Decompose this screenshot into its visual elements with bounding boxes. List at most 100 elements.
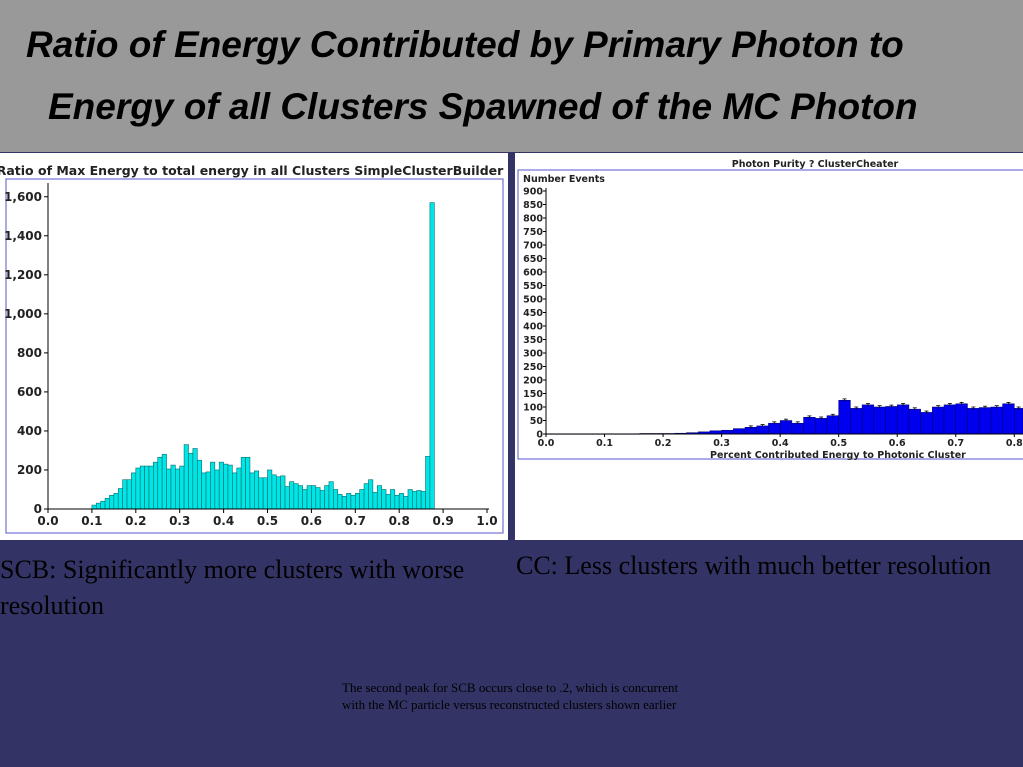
scb-bar xyxy=(196,459,202,510)
scb-bar xyxy=(148,465,154,510)
cc-bar xyxy=(896,404,910,435)
cc-histogram: Photon Purity ? ClusterCheater Number Ev… xyxy=(517,159,1023,461)
scb-bar xyxy=(157,456,163,510)
scb-y-tick-label: 600 xyxy=(17,385,42,399)
cc-x-tick-label: 0.1 xyxy=(596,438,613,449)
cc-y-tick-label: 450 xyxy=(523,308,543,319)
cc-bar xyxy=(873,406,886,435)
scb-bar xyxy=(346,493,352,510)
scb-bar xyxy=(113,493,119,510)
scb-bar xyxy=(271,474,277,510)
cc-bar xyxy=(838,400,851,435)
scb-bar xyxy=(254,470,260,510)
scb-bar xyxy=(117,488,123,510)
scb-bar xyxy=(341,496,347,510)
scb-bar xyxy=(135,467,141,510)
scb-bar xyxy=(236,467,242,510)
scb-bar xyxy=(368,479,374,510)
scb-bar xyxy=(218,461,224,510)
scb-y-tick-label: 0 xyxy=(34,502,42,516)
slide-header: Ratio of Energy Contributed by Primary P… xyxy=(0,0,1023,152)
cc-x-tick-label: 0.2 xyxy=(655,438,672,449)
scb-bar xyxy=(284,486,290,510)
scb-bar xyxy=(126,479,132,510)
scb-y-tick-label: 200 xyxy=(17,463,42,477)
cc-bar xyxy=(815,418,828,435)
scb-bar xyxy=(297,485,303,510)
cc-y-tick-label: 550 xyxy=(523,281,543,292)
cc-bar xyxy=(932,406,945,435)
scb-bar xyxy=(407,489,413,510)
scb-x-tick-label: 0.6 xyxy=(301,514,322,528)
scb-bar xyxy=(398,493,404,510)
cc-bar xyxy=(826,415,839,435)
scb-bar xyxy=(293,483,299,510)
cc-bar xyxy=(978,407,992,435)
scb-x-tick-label: 0.3 xyxy=(169,514,190,528)
cc-y-tick-label: 150 xyxy=(523,389,543,400)
cc-bar xyxy=(779,420,793,435)
cc-y-axis-label: Number Events xyxy=(523,174,605,185)
cc-y-tick-label: 350 xyxy=(523,335,543,346)
scb-y-tick-label: 1,000 xyxy=(4,307,42,321)
cc-y-tick-label: 850 xyxy=(523,200,543,211)
scb-bar xyxy=(223,463,229,510)
scb-bar xyxy=(333,489,339,510)
cc-bar xyxy=(1002,403,1015,435)
scb-y-tick-label: 1,200 xyxy=(4,268,42,282)
scb-bar xyxy=(245,456,251,510)
scb-bar xyxy=(315,487,321,510)
cc-y-tick-label: 500 xyxy=(523,295,543,306)
caption-cc: CC: Less clusters with much better resol… xyxy=(516,551,992,580)
cc-bar xyxy=(850,408,863,435)
scb-bar xyxy=(416,490,422,510)
cc-bar xyxy=(803,417,816,435)
scb-x-tick-label: 0.2 xyxy=(125,514,146,528)
scb-bar xyxy=(131,472,137,510)
scb-bar xyxy=(183,444,189,510)
scb-y-tick-label: 1,400 xyxy=(4,229,42,243)
scb-bar xyxy=(420,491,426,510)
scb-bar xyxy=(302,489,308,510)
scb-bar xyxy=(350,495,356,510)
cc-bar xyxy=(791,422,804,435)
cc-y-tick-label: 900 xyxy=(523,187,543,198)
cc-y-tick-label: 400 xyxy=(523,322,543,333)
cc-chart-title: Photon Purity ? ClusterCheater xyxy=(732,159,899,170)
scb-bar xyxy=(354,493,360,510)
scb-bar xyxy=(91,504,97,510)
scb-bar xyxy=(385,494,391,510)
cc-x-tick-label: 0.0 xyxy=(538,438,555,449)
cc-y-tick-label: 750 xyxy=(523,227,543,238)
cc-y-tick-label: 650 xyxy=(523,254,543,265)
scb-bar xyxy=(425,456,431,510)
cc-bar xyxy=(885,406,898,435)
cc-y-tick-label: 50 xyxy=(530,416,544,427)
scb-x-tick-label: 0.4 xyxy=(213,514,234,528)
scb-bar xyxy=(214,469,220,510)
scb-bar xyxy=(337,494,343,510)
scb-bar xyxy=(262,477,268,510)
scb-bar xyxy=(100,500,106,510)
scb-histogram-panel: Ratio of Max Energy to total energy in a… xyxy=(0,153,508,540)
cc-bar xyxy=(920,412,933,435)
cc-bar xyxy=(721,429,734,435)
scb-bar xyxy=(144,465,150,510)
cc-bar xyxy=(990,406,1003,435)
scb-bar xyxy=(429,202,435,510)
scb-x-tick-label: 0.7 xyxy=(345,514,366,528)
scb-bar xyxy=(188,453,194,510)
cc-y-tick-label: 700 xyxy=(523,241,543,252)
scb-x-tick-label: 0.9 xyxy=(432,514,453,528)
scb-bar xyxy=(412,491,418,510)
scb-x-tick-label: 0.0 xyxy=(37,514,58,528)
scb-bar xyxy=(275,476,281,510)
scb-bar xyxy=(328,481,334,510)
scb-bar xyxy=(232,472,238,510)
scb-bar xyxy=(258,477,264,510)
cc-bar xyxy=(908,408,921,435)
scb-bar xyxy=(359,489,365,510)
scb-histogram: Ratio of Max Energy to total energy in a… xyxy=(0,163,504,534)
scb-bar xyxy=(319,490,325,510)
cc-bar xyxy=(861,404,875,435)
